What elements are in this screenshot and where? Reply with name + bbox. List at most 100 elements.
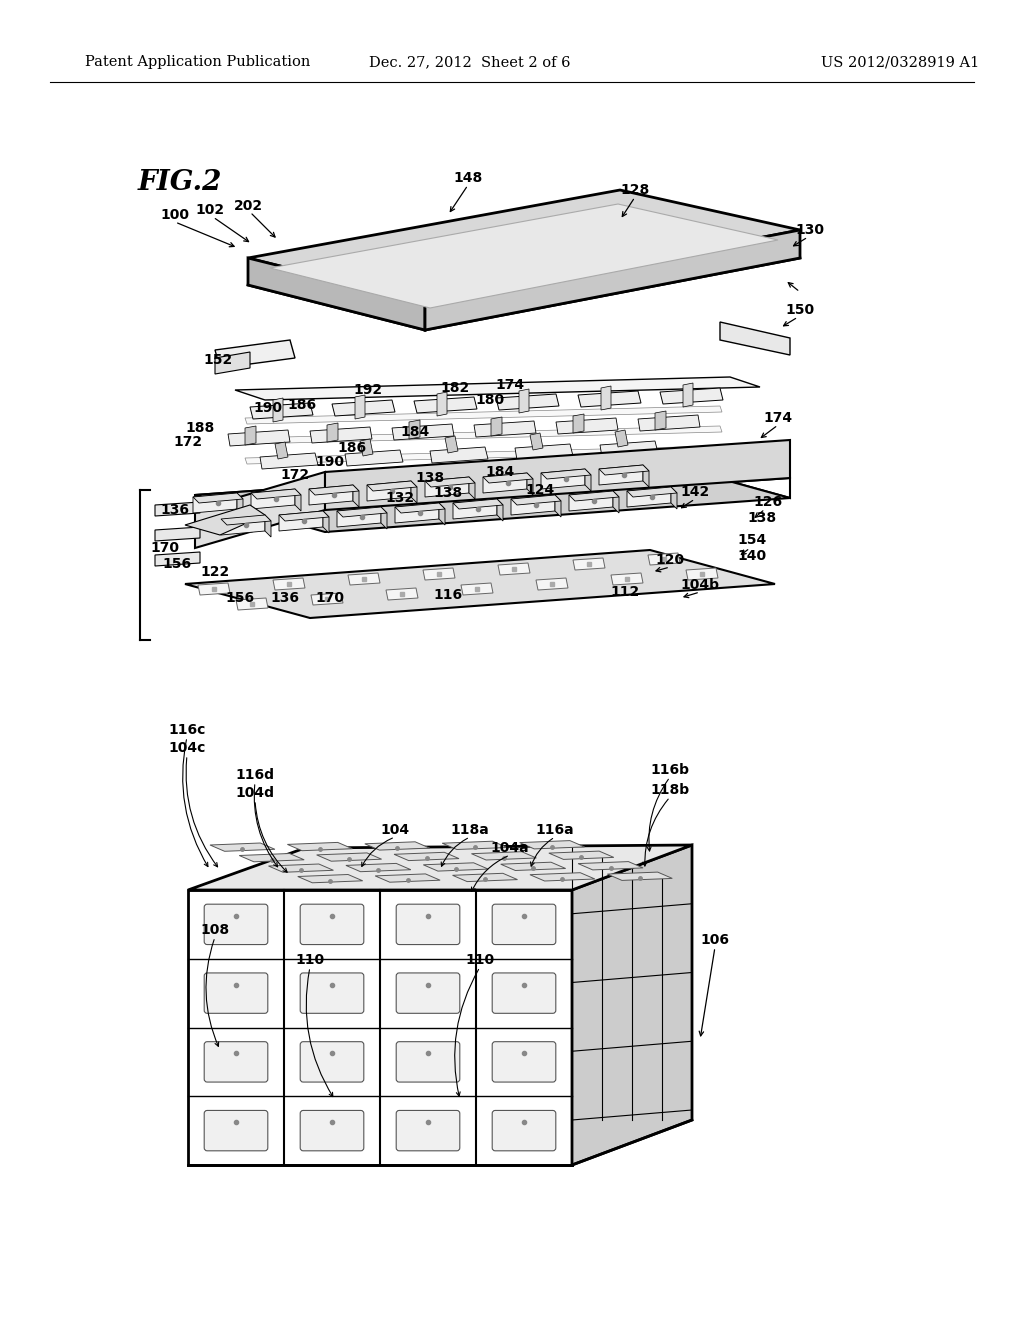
Polygon shape (527, 473, 534, 495)
Polygon shape (185, 550, 775, 618)
Text: 116d: 116d (236, 768, 274, 781)
Polygon shape (221, 515, 271, 525)
Text: 108: 108 (201, 923, 229, 937)
Polygon shape (365, 842, 430, 850)
FancyBboxPatch shape (204, 1110, 268, 1151)
FancyBboxPatch shape (300, 1110, 364, 1151)
Polygon shape (599, 465, 643, 484)
Text: 142: 142 (680, 484, 710, 499)
Polygon shape (309, 484, 353, 506)
Text: 116: 116 (433, 587, 463, 602)
Text: 202: 202 (233, 199, 262, 213)
Polygon shape (599, 465, 649, 475)
Text: 130: 130 (796, 223, 824, 238)
Text: 124: 124 (525, 483, 555, 498)
Text: 180: 180 (475, 393, 505, 407)
Text: 116a: 116a (536, 822, 574, 837)
Polygon shape (511, 495, 555, 515)
Polygon shape (245, 407, 722, 424)
Polygon shape (248, 257, 425, 330)
Text: 154: 154 (737, 533, 767, 546)
Polygon shape (245, 426, 722, 444)
Text: 186: 186 (338, 441, 367, 455)
Text: 118b: 118b (650, 783, 689, 797)
Polygon shape (251, 488, 301, 499)
Polygon shape (395, 503, 445, 513)
Text: 104d: 104d (236, 785, 274, 800)
Polygon shape (228, 430, 290, 446)
Polygon shape (423, 863, 488, 871)
Polygon shape (155, 527, 200, 541)
Polygon shape (236, 598, 268, 610)
Polygon shape (193, 492, 237, 513)
Polygon shape (327, 422, 338, 442)
Text: 170: 170 (151, 541, 179, 554)
Text: 186: 186 (288, 399, 316, 412)
Polygon shape (541, 469, 591, 479)
Text: 156: 156 (225, 591, 255, 605)
Polygon shape (445, 436, 458, 453)
Polygon shape (671, 487, 677, 510)
Polygon shape (245, 446, 722, 465)
Polygon shape (392, 424, 454, 440)
Polygon shape (185, 506, 265, 535)
Polygon shape (251, 488, 295, 510)
Text: US 2012/0328919 A1: US 2012/0328919 A1 (821, 55, 979, 69)
Polygon shape (453, 499, 497, 519)
Polygon shape (275, 442, 288, 459)
Polygon shape (501, 862, 565, 870)
Polygon shape (569, 491, 613, 511)
Polygon shape (237, 492, 243, 515)
Text: FIG.2: FIG.2 (138, 169, 222, 195)
Polygon shape (395, 503, 439, 523)
Polygon shape (309, 484, 359, 495)
Text: 172: 172 (173, 436, 203, 449)
Polygon shape (585, 469, 591, 491)
Polygon shape (215, 341, 295, 368)
Text: 102: 102 (196, 203, 224, 216)
Polygon shape (381, 507, 387, 529)
Polygon shape (155, 552, 200, 566)
Text: 116c: 116c (168, 723, 206, 737)
Polygon shape (195, 462, 790, 532)
FancyBboxPatch shape (204, 973, 268, 1014)
FancyBboxPatch shape (396, 904, 460, 945)
Polygon shape (439, 503, 445, 525)
Text: 182: 182 (440, 381, 470, 395)
Polygon shape (260, 453, 318, 469)
Polygon shape (195, 462, 790, 510)
Polygon shape (210, 843, 274, 851)
Polygon shape (430, 447, 488, 463)
Text: 192: 192 (353, 383, 383, 397)
Polygon shape (611, 573, 643, 585)
Polygon shape (643, 465, 649, 487)
Polygon shape (355, 395, 365, 418)
Polygon shape (483, 473, 534, 483)
Text: 184: 184 (400, 425, 430, 440)
Polygon shape (198, 583, 230, 595)
Polygon shape (195, 473, 325, 548)
Polygon shape (437, 392, 447, 416)
Polygon shape (279, 511, 329, 521)
Polygon shape (648, 553, 680, 565)
Polygon shape (573, 414, 584, 433)
Polygon shape (660, 388, 723, 404)
FancyBboxPatch shape (493, 1041, 556, 1082)
Polygon shape (483, 473, 527, 492)
Polygon shape (221, 515, 265, 535)
Polygon shape (453, 499, 503, 510)
Polygon shape (353, 484, 359, 507)
Text: 188: 188 (185, 421, 215, 436)
Polygon shape (573, 558, 605, 570)
Polygon shape (515, 444, 573, 459)
Polygon shape (409, 420, 420, 440)
Polygon shape (519, 389, 529, 413)
Text: 190: 190 (254, 401, 283, 414)
Polygon shape (411, 480, 417, 503)
Polygon shape (490, 417, 502, 436)
Polygon shape (615, 430, 628, 447)
Polygon shape (188, 845, 692, 890)
FancyBboxPatch shape (493, 1110, 556, 1151)
Polygon shape (471, 851, 537, 861)
Polygon shape (442, 841, 507, 850)
